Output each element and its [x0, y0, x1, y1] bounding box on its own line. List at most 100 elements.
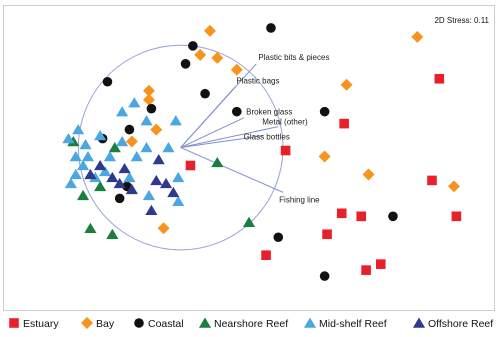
data-point	[211, 51, 224, 64]
data-point	[172, 195, 185, 207]
data-point	[140, 142, 153, 153]
data-point	[84, 222, 97, 233]
data-point	[106, 171, 119, 183]
legend-marker	[198, 317, 212, 328]
data-point	[69, 168, 82, 180]
legend-label: Estuary	[23, 318, 59, 330]
data-point	[447, 180, 460, 193]
data-point	[145, 204, 158, 216]
data-point	[81, 150, 95, 162]
data-point	[427, 175, 437, 186]
data-point	[361, 265, 371, 275]
data-point	[69, 150, 82, 162]
vector-label: Fishing line	[279, 195, 320, 204]
legend-marker	[303, 317, 317, 328]
vector-label: Metal (other)	[262, 118, 308, 127]
data-point	[146, 103, 157, 114]
data-point	[180, 59, 191, 69]
legend: Estuary Bay Coastal Nearshore Reef Mid-shelf…	[9, 317, 493, 330]
data-point	[318, 150, 331, 163]
legend-item: Offshore Reef	[412, 317, 493, 330]
data-point	[116, 106, 129, 117]
point-layer	[62, 23, 462, 281]
data-point	[169, 115, 182, 126]
vector-layer	[180, 63, 284, 193]
legend-item: Bay	[81, 317, 115, 330]
data-point	[319, 271, 330, 281]
data-point	[114, 193, 125, 204]
legend-marker	[81, 317, 93, 329]
data-point	[266, 23, 276, 33]
data-point	[125, 183, 138, 195]
data-point	[89, 171, 102, 183]
data-point	[159, 177, 173, 189]
data-point	[150, 123, 163, 136]
legend-item: Nearshore Reef	[198, 317, 288, 330]
vector-label: Broken glass	[246, 108, 292, 117]
data-point	[356, 211, 367, 222]
data-point	[172, 171, 185, 183]
data-point	[322, 229, 332, 240]
vector-line	[180, 135, 264, 149]
data-point	[157, 222, 170, 235]
data-point	[142, 84, 155, 97]
data-point	[140, 115, 153, 126]
data-point	[124, 124, 135, 135]
legend-label: Coastal	[148, 318, 184, 330]
data-point	[336, 208, 347, 219]
data-point	[142, 189, 156, 201]
data-point	[150, 174, 163, 186]
data-point	[106, 228, 119, 239]
data-point	[125, 135, 138, 148]
data-point	[72, 124, 85, 135]
data-point	[211, 156, 224, 168]
legend-item: Coastal	[134, 318, 184, 330]
legend-marker	[9, 318, 19, 328]
data-point	[116, 136, 129, 147]
data-point	[94, 180, 107, 192]
legend-label: Offshore Reef	[428, 318, 493, 330]
legend-item: Mid-shelf Reef	[303, 317, 387, 330]
data-point	[102, 76, 113, 87]
data-point	[261, 250, 271, 260]
data-point	[142, 93, 155, 106]
data-point	[339, 118, 349, 129]
data-point	[434, 73, 445, 84]
data-point	[280, 145, 291, 156]
vector-line	[180, 87, 235, 148]
data-point	[79, 139, 92, 150]
data-point	[362, 168, 375, 181]
data-point	[98, 165, 112, 177]
legend-item: Estuary	[9, 318, 59, 330]
data-point	[162, 142, 175, 153]
vector-line	[180, 117, 245, 148]
data-point	[130, 150, 143, 162]
data-point	[108, 142, 121, 153]
vector-label: Plastic bits & pieces	[258, 53, 329, 62]
data-point	[230, 63, 243, 76]
legend-marker	[412, 317, 426, 328]
legend-label: Mid-shelf Reef	[319, 318, 387, 330]
data-point	[77, 189, 90, 201]
data-point	[242, 216, 256, 227]
data-point	[77, 159, 90, 171]
data-point	[64, 177, 77, 189]
data-point	[200, 88, 210, 99]
data-point	[194, 48, 207, 61]
data-point	[128, 97, 141, 108]
legend-marker	[134, 318, 144, 328]
legend-label: Nearshore Reef	[214, 318, 288, 330]
data-point	[319, 106, 330, 117]
data-point	[375, 259, 386, 269]
data-point	[118, 162, 131, 174]
data-point	[62, 133, 75, 144]
data-point	[84, 168, 97, 180]
data-point	[185, 160, 196, 171]
data-point	[340, 78, 353, 91]
data-point	[67, 136, 80, 147]
data-point	[388, 211, 398, 222]
data-point	[203, 24, 216, 37]
vector-label-layer: Plastic bits & pieces Plastic bags Broken …	[236, 53, 329, 205]
